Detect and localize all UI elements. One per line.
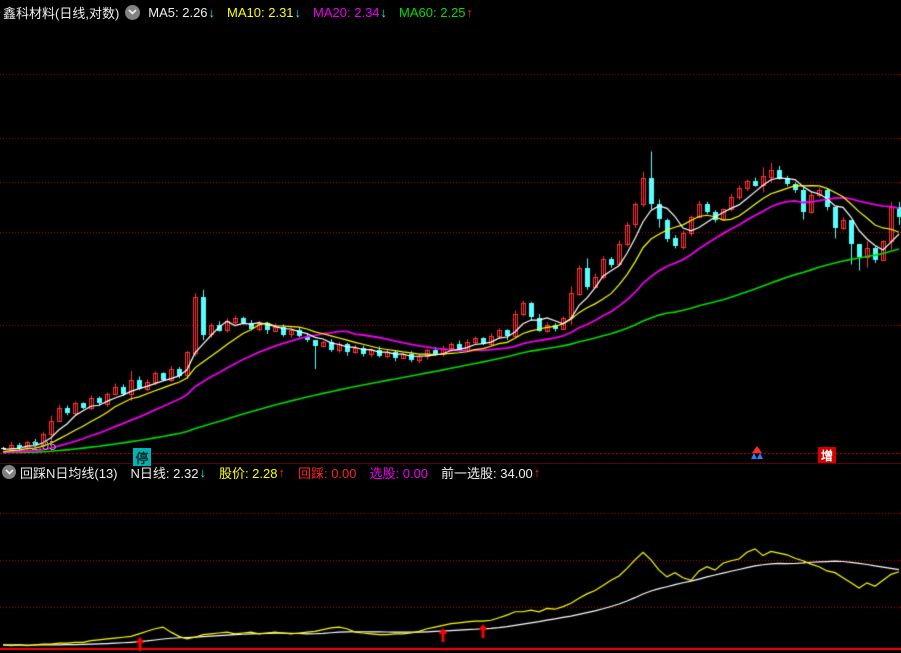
- ma5-legend: MA5: 2.26 ↓: [148, 5, 215, 20]
- collapse-main-chart-icon[interactable]: [125, 4, 141, 20]
- ma20-legend: MA20: 2.34 ↓: [313, 5, 387, 20]
- halt-badge: 停: [133, 448, 151, 466]
- ma60-legend: MA60: 2.25 ↑: [399, 5, 473, 20]
- ma5-down-arrow-icon: ↓: [208, 4, 216, 20]
- main-candlestick-chart[interactable]: [0, 24, 901, 463]
- marker-triangles-icon: [751, 446, 763, 459]
- select-value: 选股: 0.00: [369, 465, 429, 481]
- blue-triangle-icon: [751, 453, 757, 459]
- ma10-down-arrow-icon: ↓: [294, 4, 302, 20]
- price-label: 股价: 2.28: [218, 465, 278, 481]
- indicator-title: 回踩N日均线(13): [20, 465, 118, 481]
- prev-select-up-arrow-icon: ↑: [533, 464, 541, 480]
- prev-select-label: 前一选股: 34.00: [441, 465, 533, 481]
- pullback-value: 回踩: 0.00: [297, 465, 357, 481]
- main-chart-header: 鑫科材料(日线,对数) MA5: 2.26 ↓ MA10: 2.31 ↓ MA2…: [0, 0, 901, 24]
- stock-title: 鑫科材料(日线,对数): [3, 5, 120, 21]
- ma60-up-arrow-icon: ↑: [466, 4, 474, 20]
- left-price-label: ←1.05: [18, 438, 57, 453]
- indicator-line-chart[interactable]: [0, 480, 901, 653]
- ma20-label: MA20: 2.34: [313, 4, 380, 20]
- increase-badge: 增: [818, 447, 836, 463]
- red-triangle-icon: [752, 446, 762, 453]
- ma10-label: MA10: 2.31: [227, 4, 294, 20]
- blue-triangle-icon: [757, 453, 763, 459]
- ma10-legend: MA10: 2.31 ↓: [227, 5, 301, 20]
- n-line-label: N日线: 2.32: [130, 465, 199, 481]
- prev-select-value: 前一选股: 34.00 ↑: [441, 463, 540, 482]
- n-line-value: N日线: 2.32 ↓: [131, 463, 206, 482]
- ma60-label: MA60: 2.25: [399, 4, 466, 20]
- ma20-down-arrow-icon: ↓: [380, 4, 388, 20]
- indicator-header: 回踩N日均线(13) N日线: 2.32 ↓ 股价: 2.28 ↑ 回踩: 0.…: [0, 463, 901, 482]
- price-up-arrow-icon: ↑: [278, 464, 285, 480]
- collapse-indicator-icon[interactable]: [2, 465, 16, 479]
- n-line-down-arrow-icon: ↓: [199, 464, 206, 480]
- price-value: 股价: 2.28 ↑: [219, 463, 285, 482]
- ma5-label: MA5: 2.26: [148, 4, 208, 20]
